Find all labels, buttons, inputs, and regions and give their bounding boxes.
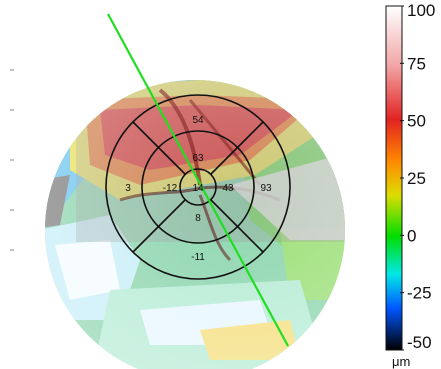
colorbar-tick-label: 100: [407, 1, 435, 20]
value-inner-temporal: -12: [163, 183, 178, 194]
colorbar-tick-label: -25: [407, 284, 432, 303]
colorbar-tick-label: -50: [407, 333, 432, 352]
scan-line: [107, 13, 289, 347]
colorbar-tick-label: 75: [407, 54, 426, 73]
colorbar-unit: μm: [392, 354, 410, 369]
colorbar-tick-label: 25: [407, 169, 426, 188]
value-outer-superior: 54: [192, 115, 204, 126]
edge-marks: [10, 69, 14, 251]
etdrs-grid: [105, 94, 291, 280]
center-ring: [179, 168, 217, 206]
value-inner-superior: 63: [192, 153, 204, 164]
colorbar-scale: [385, 5, 403, 351]
value-inner-nasal: 43: [222, 183, 234, 194]
value-center: 14: [192, 183, 204, 194]
value-inner-inferior: 8: [195, 213, 201, 224]
sector-values: 14 63 -12 43 8 54 3 93 -11: [125, 115, 272, 263]
colorbar-tick-label: 50: [407, 112, 426, 131]
value-outer-nasal: 93: [260, 183, 272, 194]
outer-ring: [105, 94, 291, 280]
value-outer-temporal: 3: [125, 183, 131, 194]
inner-ring: [141, 130, 255, 244]
value-outer-inferior: -11: [191, 252, 205, 263]
colorbar-ticks: 100 75 50 25 0 -25 -50: [400, 1, 435, 352]
colorbar: 100 75 50 25 0 -25 -50 μm: [385, 1, 435, 369]
colorbar-tick-label: 0: [407, 226, 416, 245]
